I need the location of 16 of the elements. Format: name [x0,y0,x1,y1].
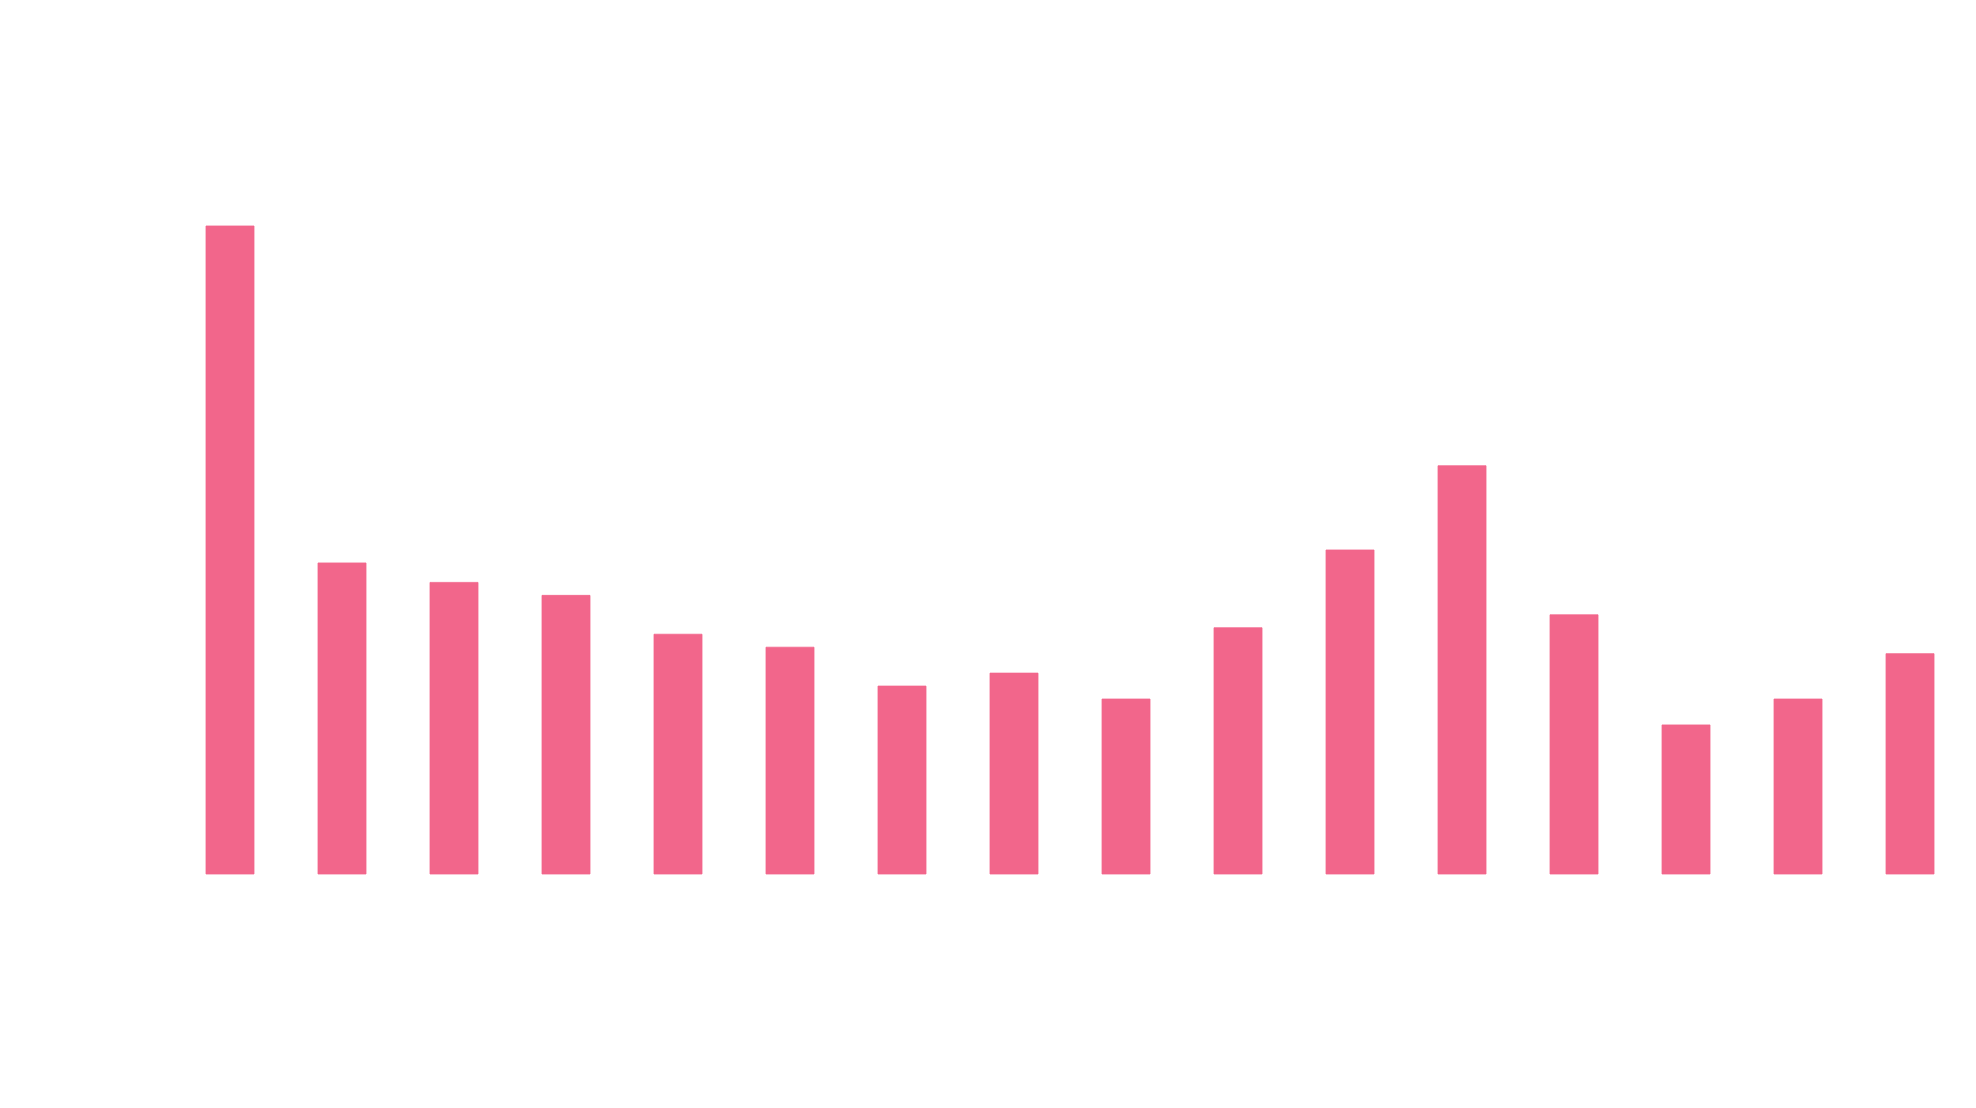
bar [989,672,1039,875]
bar [1213,627,1263,875]
bar [765,646,815,875]
bar [1661,724,1711,875]
bar [1437,465,1487,875]
bar [1101,698,1151,875]
bar [429,582,479,875]
bar [653,633,703,875]
bar [541,594,591,875]
bar [317,562,367,875]
bar [1885,653,1935,875]
bar [205,225,255,875]
bar [1549,614,1599,875]
bar [1773,698,1823,875]
bar [1325,549,1375,875]
bar [877,685,927,875]
